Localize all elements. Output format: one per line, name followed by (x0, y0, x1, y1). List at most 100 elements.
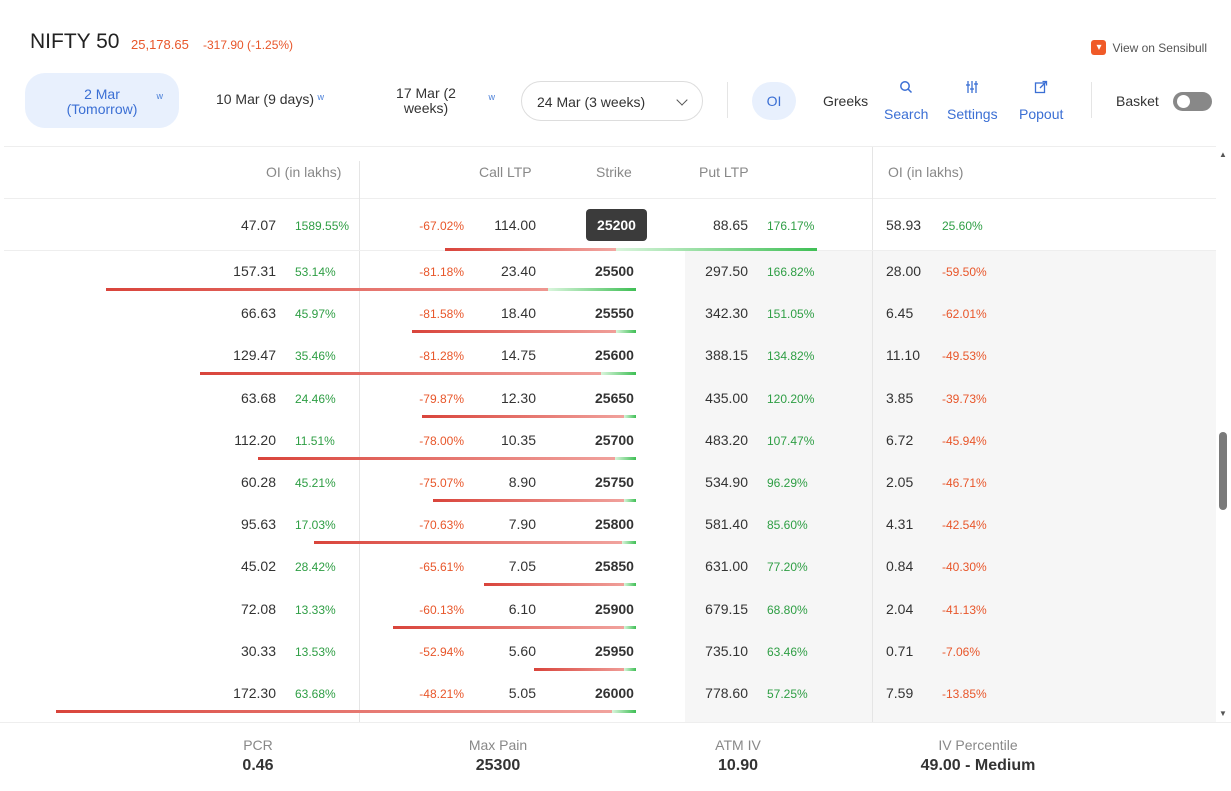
put-oi-bar (624, 414, 636, 418)
call-oi-bar (314, 541, 636, 545)
view-on-sensibull-link[interactable]: ▾ View on Sensibull (1091, 40, 1207, 55)
call-ltp-change: -67.02% (419, 219, 464, 233)
col-header-put-ltp: Put LTP (699, 164, 749, 180)
atm-iv-stat: ATM IV 10.90 (688, 737, 788, 775)
call-oi-change: 1589.55% (295, 219, 350, 233)
put-oi-bar (616, 248, 817, 251)
expiry-label: 10 Mar (9 days) (215, 91, 315, 107)
put-oi: 0.84 (886, 558, 914, 575)
put-oi-bar (622, 541, 636, 545)
call-ltp-change: -48.21% (419, 687, 464, 701)
chevron-down-icon (676, 94, 688, 106)
put-ltp: 88.65 (712, 217, 748, 233)
col-header-put-oi: OI (in lakhs) (888, 164, 964, 180)
basket-toggle[interactable] (1173, 92, 1212, 111)
atm-row[interactable]: 47.07 1589.55% -67.02% 114.00 25200 88.6… (4, 199, 1216, 251)
divider (727, 82, 728, 118)
put-oi: 2.04 (886, 600, 914, 617)
call-oi-change: 45.97% (295, 307, 336, 322)
call-ltp-change: -70.63% (419, 518, 464, 533)
popout-button[interactable]: Popout (1019, 80, 1063, 122)
strike-price: 25850 (595, 558, 634, 575)
expiry-tab-10-mar[interactable]: 10 Mar (9 days) w (200, 92, 330, 107)
call-ltp-change: -52.94% (419, 644, 464, 659)
put-ltp: 581.40 (705, 516, 748, 533)
search-button[interactable]: Search (884, 80, 928, 122)
index-title: NIFTY 50 (30, 30, 120, 53)
put-oi-change: -40.30% (942, 560, 987, 575)
call-oi-bar (484, 583, 636, 587)
vertical-scrollbar[interactable]: ▲ ▼ (1217, 146, 1231, 722)
call-ltp: 6.10 (508, 600, 536, 617)
call-oi-bar (56, 710, 636, 713)
strike-row[interactable]: 60.28 45.21% -75.07% 8.90 25750 534.90 96.29% 2… (4, 462, 1216, 504)
put-oi: 3.85 (886, 389, 914, 406)
expiry-tab-17-mar[interactable]: 17 Mar (2 weeks) w (385, 85, 495, 116)
call-oi-change: 24.46% (295, 391, 336, 406)
call-ltp: 8.90 (508, 474, 536, 490)
put-oi: 28.00 (886, 263, 922, 279)
strike-row[interactable]: 63.68 24.46% -79.87% 12.30 25650 435.00 120.20… (4, 378, 1216, 420)
call-ltp: 18.40 (500, 305, 536, 322)
call-ltp: 5.60 (508, 642, 536, 659)
call-oi: 30.33 (240, 642, 276, 659)
strike-row[interactable]: 172.30 63.68% -48.21% 5.05 26000 778.60 57.25%… (4, 673, 1216, 715)
put-oi-change: -46.71% (942, 476, 987, 490)
pcr-value: 0.46 (242, 757, 274, 774)
call-ltp: 7.90 (508, 516, 536, 533)
strike-price: 25550 (595, 305, 634, 322)
strike-row[interactable]: 30.33 13.53% -52.94% 5.60 25950 735.10 63.46% 0… (4, 631, 1216, 673)
expiry-dropdown[interactable]: 24 Mar (3 weeks) (521, 81, 703, 121)
put-itm-shading (685, 251, 1216, 722)
put-ltp-change: 166.82% (767, 265, 815, 279)
strike-price: 25600 (595, 347, 634, 364)
scrollbar-thumb[interactable] (1219, 432, 1227, 510)
call-oi: 129.47 (233, 347, 276, 364)
col-header-call-oi: OI (in lakhs) (266, 164, 342, 180)
call-oi-change: 45.21% (295, 476, 336, 490)
put-ltp: 435.00 (705, 389, 748, 406)
strike-row[interactable]: 95.63 17.03% -70.63% 7.90 25800 581.40 85.60% 4… (4, 504, 1216, 546)
oi-view-button[interactable]: OI (752, 82, 796, 120)
put-ltp: 534.90 (705, 474, 748, 490)
call-oi: 66.63 (240, 305, 276, 322)
put-ltp-change: 120.20% (767, 391, 815, 406)
expiry-label: 17 Mar (2 weeks) (396, 85, 456, 116)
max-pain-value: 25300 (475, 757, 521, 774)
pcr-label: PCR (243, 737, 273, 753)
atm-iv-value: 10.90 (717, 757, 759, 774)
put-oi: 0.71 (886, 642, 914, 659)
call-oi-bar (200, 372, 636, 376)
strike-row[interactable]: 112.20 11.51% -78.00% 10.35 25700 483.20 107.4… (4, 420, 1216, 462)
call-oi: 45.02 (240, 558, 276, 575)
call-oi-bar (445, 248, 616, 251)
pcr-stat: PCR 0.46 (208, 737, 308, 775)
strike-row[interactable]: 129.47 35.46% -81.28% 14.75 25600 388.15 134.8… (4, 335, 1216, 377)
put-ltp-change: 57.25% (767, 687, 808, 701)
call-oi: 157.31 (233, 263, 276, 279)
strike-row[interactable]: 45.02 28.42% -65.61% 7.05 25850 631.00 77.20% 0… (4, 546, 1216, 588)
call-oi: 60.28 (240, 474, 276, 490)
strike-row[interactable]: 66.63 45.97% -81.58% 18.40 25550 342.30 151.05… (4, 293, 1216, 335)
put-oi-change: 25.60% (942, 219, 983, 233)
call-oi-bar (412, 330, 636, 334)
put-oi-change: -39.73% (942, 391, 987, 406)
put-oi-change: -13.85% (942, 687, 987, 701)
col-header-strike: Strike (596, 164, 632, 180)
strike-row[interactable]: 157.31 53.14% -81.18% 23.40 25500 297.50 166.8… (4, 251, 1216, 293)
put-ltp-change: 68.80% (767, 602, 808, 617)
strike-row[interactable]: 72.08 13.33% -60.13% 6.10 25900 679.15 68.80% 2… (4, 589, 1216, 631)
settings-button[interactable]: Settings (947, 80, 998, 122)
settings-label: Settings (947, 106, 998, 122)
put-ltp: 297.50 (705, 263, 748, 279)
put-oi: 7.59 (886, 685, 914, 701)
scroll-up-arrow-icon[interactable]: ▲ (1219, 150, 1227, 159)
greeks-view-button[interactable]: Greeks (823, 93, 869, 109)
strike-price: 25800 (595, 516, 634, 533)
scroll-down-arrow-icon[interactable]: ▼ (1219, 709, 1227, 718)
expiry-tab-2-mar[interactable]: 2 Mar (Tomorrow) w (25, 73, 179, 128)
put-ltp-change: 134.82% (767, 349, 815, 364)
call-oi-change: 63.68% (295, 687, 336, 701)
strike-price: 25650 (595, 389, 634, 406)
put-oi: 6.45 (886, 305, 914, 322)
